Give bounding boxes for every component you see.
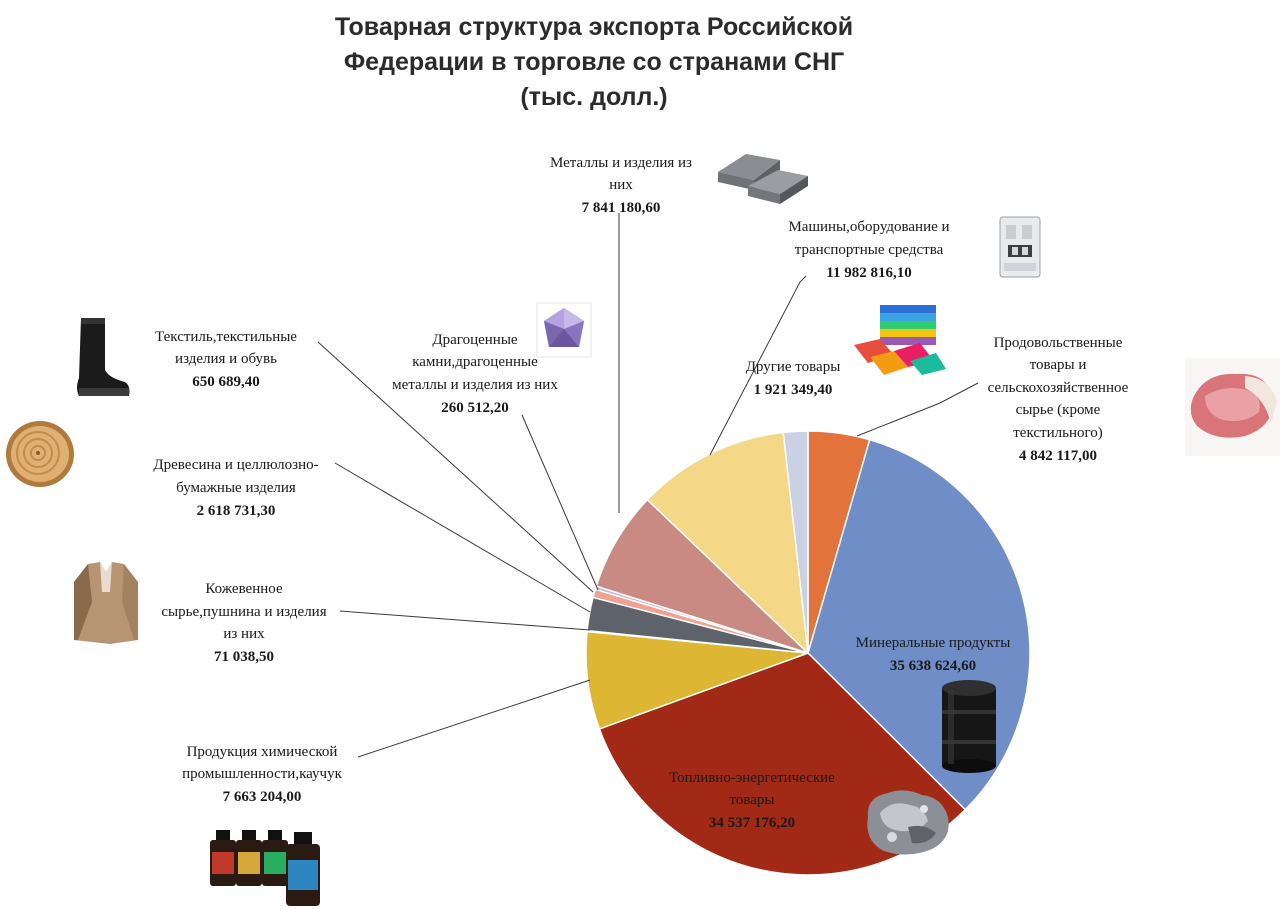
label-mineral-line-1: Минеральные продукты: [856, 635, 1011, 651]
wood-log-icon: [6, 421, 74, 487]
label-chemical-line-1: Продукция химической: [187, 744, 338, 760]
label-leather: Кожевенное сырье,пушнина и изделия из ни…: [161, 581, 326, 665]
label-wood-line-2: бумажные изделия: [176, 480, 296, 496]
oil-barrel-icon: [942, 680, 996, 773]
label-chemical: Продукция химической промышленности,кауч…: [182, 744, 342, 805]
label-metals-line-2: них: [609, 177, 633, 193]
chart-title-line-1: Товарная структура экспорта Российской: [335, 13, 853, 41]
ore-rock-icon: [867, 790, 949, 855]
label-precious-line-3: металлы и изделия из них: [392, 377, 558, 393]
pie-slice-other: [782, 430, 809, 654]
pie-slice-metals: [595, 498, 809, 654]
label-machines-line-2: транспортные средства: [795, 242, 944, 258]
leader-line-leather: [339, 610, 591, 631]
leader-line-textile: [317, 341, 594, 593]
label-food-line-5: текстильного): [1013, 425, 1103, 441]
label-precious-line-2: камни,драгоценные: [412, 354, 538, 370]
pie-slice-machines: [646, 431, 809, 655]
label-leather-line-2: сырье,пушнина и изделия: [161, 604, 326, 620]
label-machines-line-1: Машины,оборудование и: [788, 219, 949, 235]
boot-icon: [77, 318, 130, 396]
label-precious-value: 260 512,20: [441, 400, 509, 416]
label-fuel-line-1: Топливно-энергетические: [669, 770, 835, 786]
label-food-value: 4 842 117,00: [1019, 448, 1097, 464]
label-other-line-1: Другие товары: [746, 359, 841, 375]
chemical-bottles-icon: [210, 830, 320, 906]
label-precious: Драгоценные камни,драгоценные металлы и …: [392, 332, 558, 416]
label-precious-line-1: Драгоценные: [432, 332, 517, 348]
label-wood-value: 2 618 731,30: [197, 503, 276, 519]
label-leather-line-1: Кожевенное: [205, 581, 283, 597]
label-metals-line-1: Металлы и изделия из: [550, 155, 692, 171]
label-mineral-value: 35 638 624,60: [890, 658, 976, 674]
illustrations: [6, 154, 1280, 906]
label-machines: Машины,оборудование и транспортные средс…: [788, 219, 949, 281]
label-chemical-line-2: промышленности,каучук: [182, 766, 342, 782]
label-textile-line-2: изделия и обувь: [175, 351, 277, 367]
label-fuel: Топливно-энергетические товары 34 537 17…: [669, 770, 835, 831]
leader-line-machines: [709, 275, 807, 456]
label-fuel-line-2: товары: [730, 792, 775, 808]
meat-icon: [1185, 358, 1280, 456]
label-textile-value: 650 689,40: [192, 374, 260, 390]
chart-title-line-3: (тыс. долл.): [520, 83, 667, 111]
label-fuel-value: 34 537 176,20: [709, 815, 795, 831]
label-metals-value: 7 841 180,60: [582, 200, 661, 216]
pie-slices: [585, 430, 1031, 876]
label-textile: Текстиль,текстильные изделия и обувь 650…: [155, 329, 297, 390]
label-chemical-value: 7 663 204,00: [223, 789, 302, 805]
label-food-line-2: товары и: [1030, 357, 1087, 373]
label-other: Другие товары 1 921 349,40: [746, 359, 841, 398]
gemstone-icon: [536, 302, 592, 358]
label-mineral: Минеральные продукты 35 638 624,60: [856, 635, 1011, 674]
chart-title-line-2: Федерации в торговле со странами СНГ: [344, 48, 844, 76]
leader-line-chemical: [357, 679, 591, 758]
circuit-breaker-icon: [999, 216, 1041, 278]
label-machines-value: 11 982 816,10: [826, 265, 911, 281]
label-food-line-3: сельскохозяйственное: [988, 380, 1129, 396]
fur-coat-icon: [74, 562, 138, 644]
metal-ingots-icon: [718, 154, 808, 204]
slice-labels: Продовольственные товары и сельскохозяйс…: [153, 155, 1128, 831]
label-textile-line-1: Текстиль,текстильные: [155, 329, 297, 345]
label-wood-line-1: Древесина и целлюлозно-: [153, 457, 318, 473]
label-food-line-4: сырье (кроме: [1016, 402, 1101, 418]
leader-line-precious: [521, 414, 599, 591]
leader-line-food: [856, 382, 979, 437]
fabric-towels-icon: [854, 305, 946, 375]
label-food-line-1: Продовольственные: [994, 335, 1123, 351]
label-food: Продовольственные товары и сельскохозяйс…: [988, 335, 1129, 464]
label-other-value: 1 921 349,40: [754, 382, 833, 398]
chart-title: Товарная структура экспорта Российской Ф…: [335, 13, 853, 111]
leader-lines: [317, 213, 979, 758]
label-leather-line-3: из них: [223, 626, 265, 642]
label-wood: Древесина и целлюлозно- бумажные изделия…: [153, 457, 318, 519]
leader-line-wood: [334, 462, 591, 613]
label-leather-value: 71 038,50: [214, 649, 274, 665]
label-metals: Металлы и изделия из них 7 841 180,60: [550, 155, 692, 216]
